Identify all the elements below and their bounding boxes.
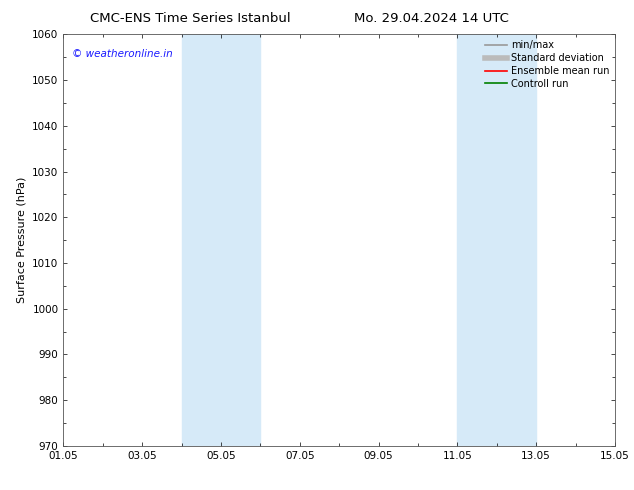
Text: Mo. 29.04.2024 14 UTC: Mo. 29.04.2024 14 UTC — [354, 12, 508, 25]
Text: © weatheronline.in: © weatheronline.in — [72, 49, 172, 59]
Bar — [457, 34, 536, 446]
Bar — [181, 34, 261, 446]
Legend: min/max, Standard deviation, Ensemble mean run, Controll run: min/max, Standard deviation, Ensemble me… — [482, 37, 612, 92]
Text: CMC-ENS Time Series Istanbul: CMC-ENS Time Series Istanbul — [90, 12, 290, 25]
Y-axis label: Surface Pressure (hPa): Surface Pressure (hPa) — [16, 177, 27, 303]
